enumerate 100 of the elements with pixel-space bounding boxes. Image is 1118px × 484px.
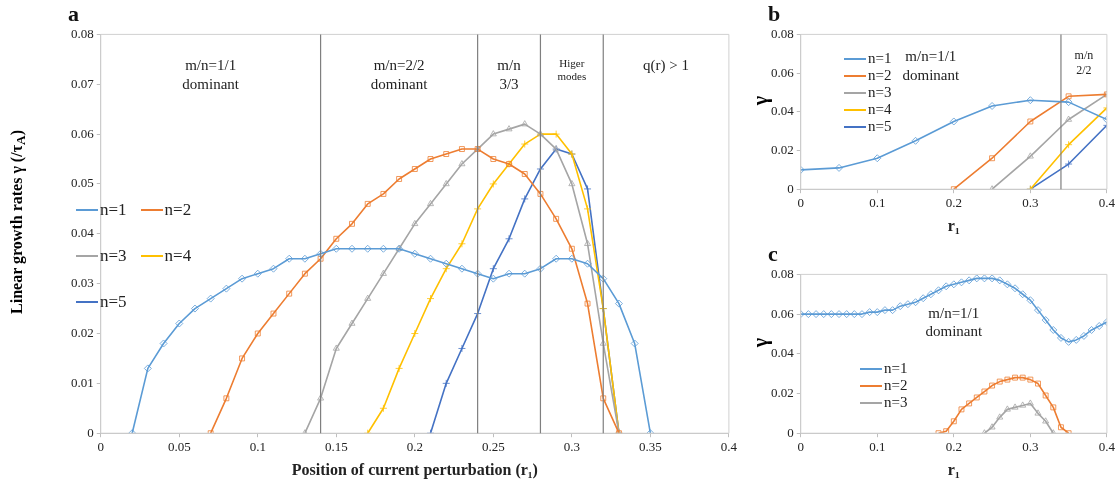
point (1027, 118, 1034, 125)
chart-title: a (68, 0, 79, 26)
point (599, 274, 608, 283)
point (1003, 280, 1012, 289)
point (1064, 98, 1073, 107)
legend-label: n=2 (164, 200, 192, 220)
x-tick-label: 0.3 (1022, 195, 1039, 211)
x-tick-label: 0.1 (869, 439, 886, 455)
legend-label: n=3 (868, 84, 892, 101)
legend-label: n=2 (868, 67, 892, 84)
point (568, 180, 576, 187)
x-tick-label: 0.05 (167, 439, 191, 455)
y-tick-label: 0.08 (771, 265, 794, 281)
point (988, 102, 996, 110)
point (489, 130, 497, 137)
point (1026, 399, 1034, 406)
point (600, 395, 607, 402)
point (981, 388, 988, 395)
point (1095, 322, 1104, 330)
point (1042, 417, 1050, 424)
point (996, 378, 1003, 385)
y-axis-title: γ (748, 337, 771, 347)
point (850, 310, 859, 318)
point (989, 155, 995, 162)
point (934, 286, 943, 295)
point (1026, 152, 1034, 159)
point (191, 304, 199, 313)
y-tick-label: 0.07 (71, 75, 95, 91)
point (988, 274, 996, 283)
point (410, 329, 419, 338)
x-tick-label: 0.15 (324, 439, 348, 455)
point (950, 418, 957, 425)
y-tick-label: 0 (787, 180, 794, 196)
x-axis-title: r₁ (947, 216, 960, 234)
point (630, 339, 639, 348)
x-tick-label: 0.2 (406, 439, 423, 455)
point (1026, 296, 1035, 305)
annotation: m/n 2/2 (1074, 48, 1094, 78)
point (380, 191, 387, 197)
point (269, 264, 278, 273)
point (364, 294, 372, 301)
point (553, 215, 560, 222)
point (888, 306, 897, 315)
point (239, 355, 245, 362)
point (348, 244, 356, 253)
point (333, 235, 340, 242)
point (1064, 160, 1073, 168)
point (1019, 374, 1026, 381)
point (842, 310, 851, 318)
point (489, 274, 498, 283)
x-tick-label: 0.2 (945, 195, 962, 211)
point (1072, 336, 1081, 344)
point (949, 280, 958, 289)
point (489, 264, 498, 273)
point (270, 310, 277, 317)
x-tick-label: 0.1 (249, 439, 266, 455)
point (348, 319, 356, 326)
point (812, 310, 820, 318)
point (285, 254, 294, 263)
y-tick-label: 0.02 (71, 324, 94, 340)
point (1019, 401, 1027, 408)
point (911, 298, 920, 307)
point (1049, 326, 1058, 334)
point (949, 117, 958, 126)
y-tick-label: 0.06 (771, 64, 795, 80)
point (379, 404, 388, 413)
y-tick-label: 0.03 (71, 275, 94, 291)
y-tick-label: 0.02 (771, 141, 794, 157)
x-tick-label: 0.4 (720, 439, 738, 455)
annotation: m/n 3/3 (497, 56, 522, 92)
x-tick-label: 0.1 (869, 195, 886, 211)
point (396, 176, 402, 182)
y-tick-label: 0.08 (771, 25, 794, 41)
annotation: m/n=2/2 dominant (370, 56, 429, 92)
point (411, 166, 418, 172)
x-tick-label: 0.25 (481, 439, 505, 455)
legend-label: n=5 (100, 292, 127, 312)
point (520, 140, 529, 148)
point (903, 300, 912, 309)
y-tick-label: 0.02 (771, 384, 794, 400)
point (1012, 374, 1018, 381)
point (363, 244, 372, 253)
point (1034, 306, 1042, 315)
point (223, 395, 230, 402)
y-tick-label: 0 (87, 424, 94, 440)
point (819, 310, 828, 318)
point (973, 394, 980, 401)
point (458, 264, 466, 273)
point (972, 274, 981, 283)
point (989, 382, 995, 389)
point (1011, 403, 1019, 410)
point (175, 319, 184, 328)
point (254, 330, 261, 337)
point (159, 339, 168, 348)
point (957, 278, 966, 287)
y-axis-title: γ (748, 95, 771, 105)
point (584, 300, 591, 307)
point (827, 310, 836, 318)
point (835, 164, 843, 172)
point (537, 191, 544, 197)
